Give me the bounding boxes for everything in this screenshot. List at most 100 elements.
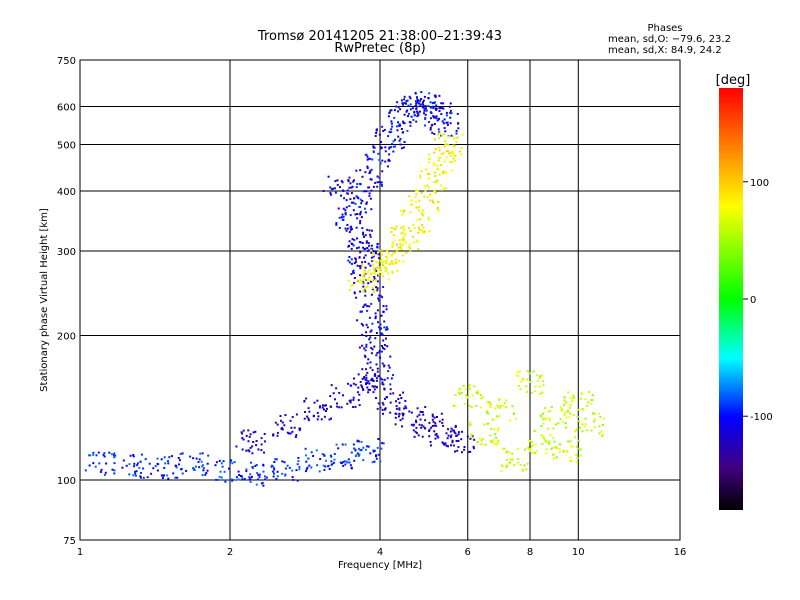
data-point bbox=[349, 182, 352, 185]
data-point bbox=[388, 147, 391, 150]
data-point bbox=[363, 291, 366, 294]
data-point bbox=[378, 158, 381, 161]
data-point bbox=[507, 462, 510, 465]
data-point bbox=[202, 467, 205, 470]
data-point bbox=[362, 233, 365, 236]
data-point bbox=[260, 437, 263, 440]
data-point bbox=[330, 417, 332, 420]
x-axis-label: Frequency [MHz] bbox=[338, 560, 422, 571]
y-tick-label: 75 bbox=[63, 536, 76, 547]
data-point bbox=[381, 261, 384, 264]
data-point bbox=[372, 391, 375, 394]
data-point bbox=[435, 104, 438, 107]
data-point bbox=[363, 277, 366, 280]
data-point bbox=[438, 137, 440, 140]
data-point bbox=[340, 180, 343, 183]
data-point bbox=[361, 333, 364, 336]
data-point bbox=[369, 273, 372, 276]
data-point bbox=[397, 110, 400, 113]
data-point bbox=[383, 364, 386, 367]
data-point bbox=[428, 177, 431, 180]
data-point bbox=[218, 475, 221, 478]
data-point bbox=[160, 474, 163, 477]
data-point bbox=[365, 201, 368, 204]
data-point bbox=[368, 192, 371, 195]
data-point bbox=[496, 443, 499, 446]
data-point bbox=[263, 451, 265, 454]
data-point bbox=[315, 449, 318, 452]
data-point bbox=[480, 439, 483, 442]
data-point bbox=[587, 401, 590, 404]
data-point bbox=[549, 409, 551, 412]
data-point bbox=[574, 430, 577, 433]
data-point bbox=[354, 213, 357, 216]
data-point bbox=[590, 402, 593, 405]
data-point bbox=[132, 474, 135, 477]
data-point bbox=[437, 436, 440, 439]
data-point bbox=[410, 199, 413, 202]
data-point bbox=[375, 128, 378, 131]
data-point bbox=[389, 392, 392, 395]
data-point bbox=[248, 435, 251, 438]
data-point bbox=[395, 405, 398, 408]
data-point bbox=[427, 97, 430, 99]
data-point bbox=[502, 447, 505, 450]
data-point bbox=[409, 229, 412, 232]
data-point bbox=[369, 178, 372, 181]
data-point bbox=[359, 310, 362, 313]
data-point bbox=[398, 124, 401, 127]
data-point bbox=[498, 397, 501, 400]
data-point bbox=[350, 273, 353, 276]
data-point bbox=[156, 462, 159, 465]
data-point bbox=[541, 443, 544, 445]
data-point bbox=[375, 377, 378, 380]
data-point bbox=[242, 429, 245, 432]
data-point bbox=[359, 222, 362, 225]
data-point bbox=[402, 103, 404, 106]
data-point bbox=[434, 191, 437, 194]
data-point bbox=[449, 161, 452, 164]
data-point bbox=[539, 392, 542, 395]
data-point bbox=[536, 374, 539, 377]
data-point bbox=[542, 412, 545, 415]
data-point bbox=[369, 280, 372, 283]
data-point bbox=[298, 429, 301, 432]
data-point bbox=[429, 199, 432, 202]
data-point bbox=[374, 373, 377, 376]
data-point bbox=[468, 405, 471, 408]
data-point bbox=[450, 427, 453, 430]
data-point bbox=[353, 239, 356, 241]
data-point bbox=[303, 399, 306, 402]
data-point bbox=[453, 431, 456, 434]
data-point bbox=[397, 398, 400, 400]
data-point bbox=[218, 459, 221, 462]
data-point bbox=[408, 410, 411, 413]
data-point bbox=[367, 388, 370, 391]
data-point bbox=[352, 209, 355, 212]
data-point bbox=[398, 408, 401, 411]
data-point bbox=[323, 415, 326, 418]
data-point bbox=[397, 121, 399, 124]
data-point bbox=[372, 380, 375, 382]
data-point bbox=[381, 362, 384, 365]
data-point bbox=[441, 421, 444, 424]
data-point bbox=[383, 326, 386, 329]
data-point bbox=[361, 175, 364, 178]
data-point bbox=[402, 235, 405, 238]
data-point bbox=[148, 462, 151, 465]
data-point bbox=[423, 230, 426, 233]
data-point bbox=[243, 478, 246, 481]
data-point bbox=[161, 477, 164, 479]
data-point bbox=[257, 474, 260, 477]
data-point bbox=[405, 251, 408, 254]
data-point bbox=[590, 429, 593, 432]
data-point bbox=[433, 132, 436, 135]
data-point bbox=[395, 226, 398, 229]
data-point bbox=[567, 440, 570, 443]
data-point bbox=[431, 415, 434, 418]
data-point bbox=[441, 152, 444, 155]
data-point bbox=[355, 258, 357, 261]
data-point bbox=[551, 446, 554, 449]
data-point bbox=[383, 128, 386, 131]
